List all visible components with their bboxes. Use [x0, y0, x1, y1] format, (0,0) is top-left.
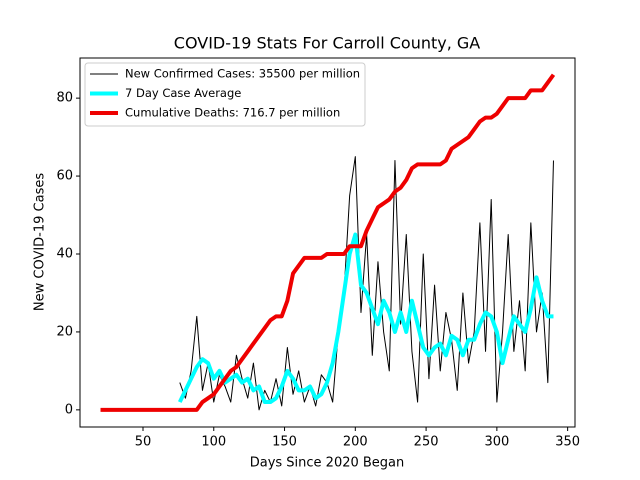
y-tick-label: 20 — [56, 324, 73, 339]
legend-label: Cumulative Deaths: 716.7 per million — [125, 106, 340, 120]
chart-title: COVID-19 Stats For Carroll County, GA — [174, 34, 481, 53]
x-tick-label: 350 — [555, 435, 580, 450]
x-axis-label: Days Since 2020 Began — [250, 456, 405, 471]
legend-label: New Confirmed Cases: 35500 per million — [125, 67, 360, 81]
x-tick-label: 250 — [414, 435, 439, 450]
legend-label: 7 Day Case Average — [125, 86, 241, 100]
series-line — [177, 232, 554, 405]
series-line — [100, 73, 556, 412]
y-tick-label: 0 — [65, 402, 73, 417]
y-tick-label: 60 — [56, 169, 73, 184]
x-tick-label: 300 — [484, 435, 509, 450]
legend-box — [84, 62, 366, 127]
y-tick-label: 40 — [56, 246, 73, 261]
y-axis-label: New COVID-19 Cases — [33, 173, 48, 311]
y-tick-label: 80 — [56, 91, 73, 106]
plot-frame — [79, 57, 576, 428]
x-tick-label: 200 — [343, 435, 368, 450]
x-tick-label: 150 — [272, 435, 297, 450]
x-tick-label: 100 — [201, 435, 226, 450]
x-tick-label: 50 — [135, 435, 152, 450]
